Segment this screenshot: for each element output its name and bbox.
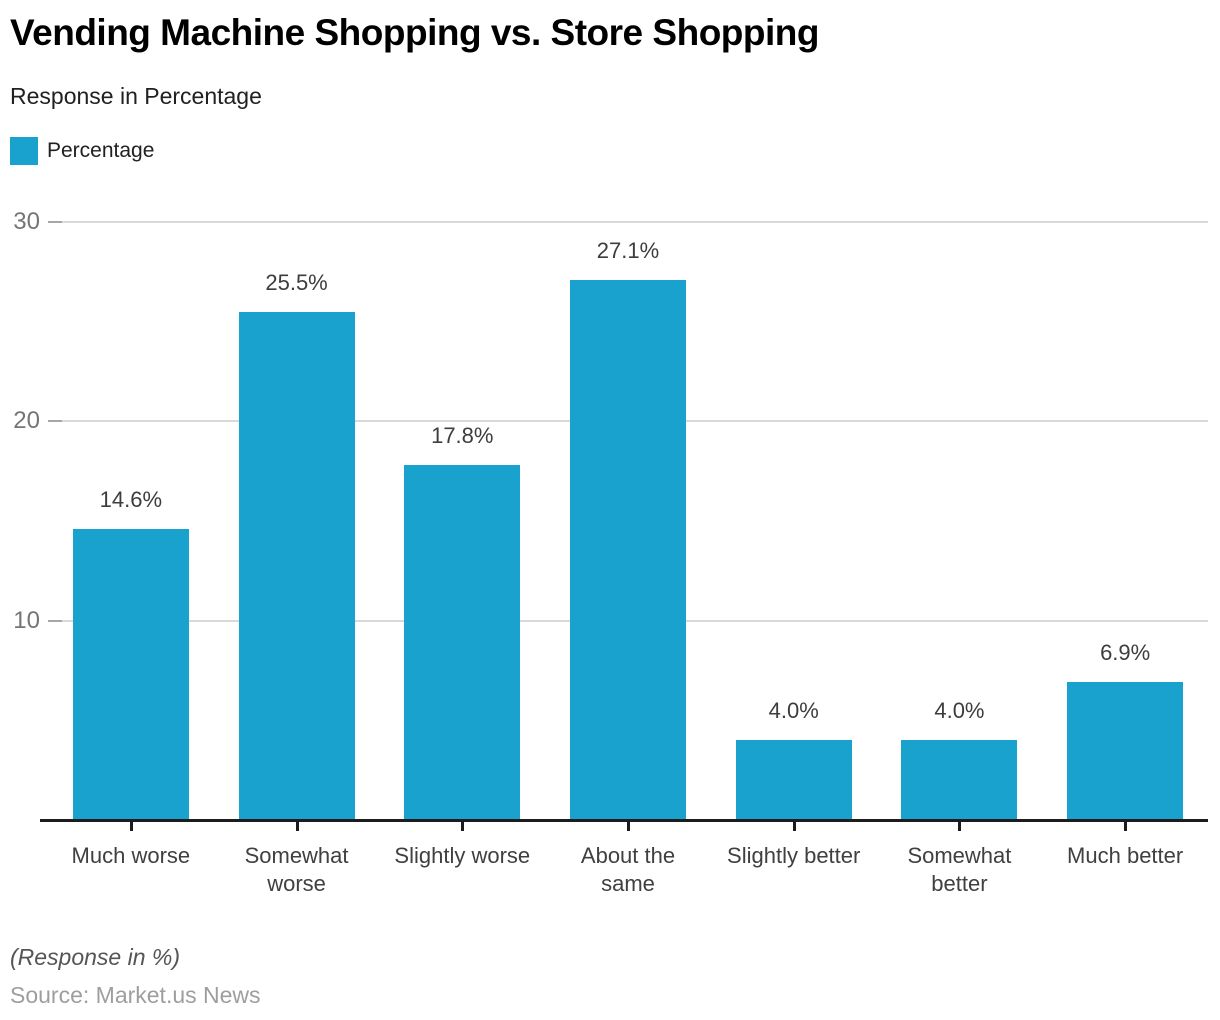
- chart-title: Vending Machine Shopping vs. Store Shopp…: [10, 12, 819, 53]
- legend: Percentage: [10, 137, 154, 165]
- y-axis-tick: [48, 221, 62, 223]
- bar-value-label: 4.0%: [768, 698, 819, 724]
- footer-source: Source: Market.us News: [10, 982, 261, 1008]
- legend-swatch-icon: [10, 137, 38, 165]
- y-axis-label: 20: [13, 407, 40, 435]
- bar-value-label: 6.9%: [1100, 640, 1151, 666]
- x-axis-category-label: Much worse: [71, 843, 191, 868]
- bar: [404, 465, 521, 820]
- x-axis-tick: [792, 822, 796, 831]
- x-axis-category-label: Somewhat better: [907, 843, 1012, 896]
- x-axis-tick: [461, 822, 465, 831]
- bar-value-label: 14.6%: [99, 486, 163, 512]
- x-axis-category-label: Slightly better: [727, 843, 861, 868]
- bar-value-label: 17.8%: [431, 423, 494, 449]
- y-axis-label: 10: [13, 606, 40, 634]
- x-axis-tick: [627, 822, 630, 831]
- gridline: [62, 221, 1208, 223]
- bar: [735, 740, 852, 820]
- x-axis-tick: [1124, 822, 1128, 831]
- bar: [570, 279, 686, 820]
- x-axis-baseline: [40, 819, 1208, 822]
- x-axis-category-label: About the same: [580, 843, 676, 896]
- x-axis-tick: [958, 822, 962, 831]
- x-axis-tick: [295, 822, 299, 831]
- y-axis-label: 30: [13, 208, 40, 235]
- bar-value-label: 4.0%: [934, 698, 985, 724]
- y-axis-tick: [48, 420, 62, 423]
- bar: [72, 528, 189, 820]
- bar: [238, 311, 355, 820]
- bar-value-label: 25.5%: [265, 269, 328, 295]
- bar-value-label: 27.1%: [596, 237, 660, 263]
- footer-note: (Response in %): [10, 944, 181, 970]
- x-axis-tick: [129, 822, 133, 831]
- bar: [901, 740, 1018, 820]
- legend-label: Percentage: [47, 139, 155, 162]
- x-axis-category-label: Somewhat worse: [244, 843, 349, 896]
- bar: [1067, 682, 1184, 820]
- x-axis-category-label: Slightly worse: [394, 843, 531, 868]
- y-axis-tick: [48, 619, 62, 622]
- chart-subtitle: Response in Percentage: [10, 83, 262, 109]
- x-axis-category-label: Much better: [1067, 843, 1184, 868]
